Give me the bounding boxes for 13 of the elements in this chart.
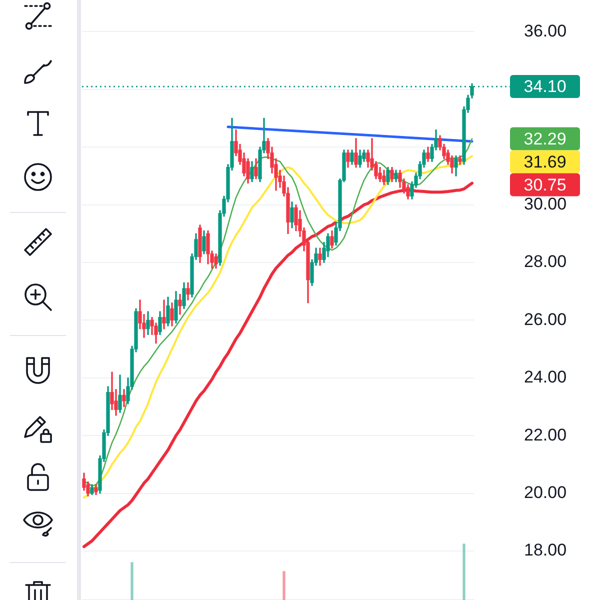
text: 32.29 [524,129,566,148]
y-tick-label: 20.00 [524,482,567,502]
y-tick-label: 18.00 [524,540,567,560]
y-tick-label: 28.00 [524,252,567,272]
y-tick-label: 22.00 [524,425,567,444]
candlestick [162,300,166,330]
y-tick-label: 24.00 [524,368,567,387]
y-tick-label: 26.00 [524,310,567,329]
ref-line-label: 34.10 [524,77,566,96]
y-tick-label: 30.00 [524,194,567,214]
text: 30.75 [524,175,566,194]
y-tick-label: 36.00 [524,21,567,40]
text: 31.69 [524,152,566,172]
